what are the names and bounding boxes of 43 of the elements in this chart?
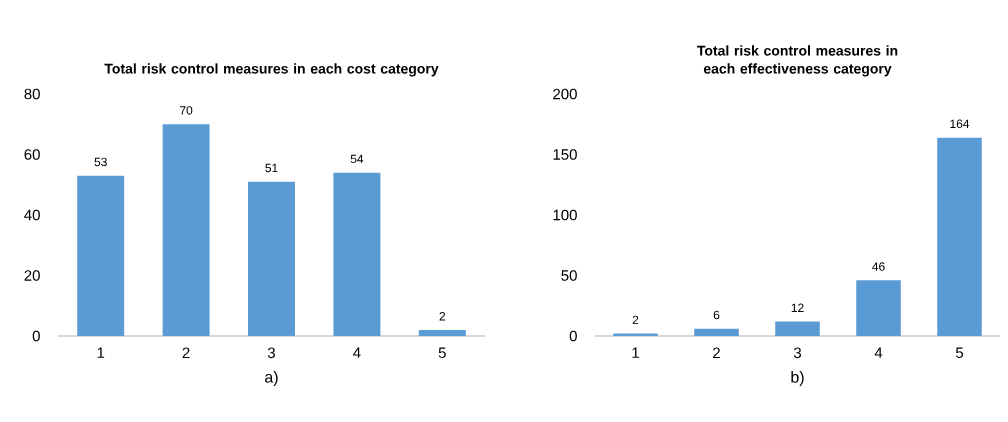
- bar: [694, 328, 739, 336]
- x-tick-label: 4: [874, 347, 883, 358]
- x-tick-label: 2: [713, 347, 720, 358]
- x-tick-label: 3: [793, 347, 802, 359]
- x-tick-label: 5: [438, 347, 446, 358]
- y-tick-label: 40: [24, 209, 40, 221]
- chart-title: Total risk control measures in each cost category: [104, 63, 439, 77]
- x-tick-label: 5: [955, 347, 964, 358]
- data-label: 70: [180, 106, 193, 115]
- x-tick-label: 1: [632, 347, 639, 358]
- data-label: 53: [94, 157, 107, 167]
- y-tick-label: 0: [569, 330, 577, 342]
- data-label: 51: [265, 163, 278, 173]
- y-tick-label: 150: [553, 149, 577, 160]
- data-label: 12: [791, 303, 804, 312]
- x-tick-label: 2: [182, 347, 190, 358]
- x-tick-label: 3: [267, 347, 276, 359]
- x-tick-label: 1: [97, 347, 105, 358]
- data-label: 54: [350, 154, 364, 164]
- data-label: 2: [439, 312, 446, 321]
- y-tick-label: 100: [553, 209, 577, 221]
- bar: [248, 181, 295, 336]
- y-tick-label: 80: [24, 88, 40, 100]
- bar: [856, 280, 901, 336]
- x-axis-title: b): [791, 371, 804, 386]
- bar: [937, 137, 982, 336]
- bar: [775, 321, 820, 336]
- y-tick-label: 60: [24, 149, 40, 160]
- y-tick-label: 50: [561, 270, 577, 281]
- y-tick-label: 0: [32, 330, 40, 342]
- data-label: 164: [950, 119, 970, 129]
- data-label: 46: [872, 262, 885, 271]
- bar: [333, 172, 381, 336]
- data-label: 2: [632, 315, 639, 325]
- x-axis-title: a): [265, 371, 278, 386]
- data-label: 6: [713, 310, 720, 320]
- y-tick-label: 20: [24, 270, 40, 281]
- bar: [77, 175, 125, 336]
- bar: [418, 329, 466, 336]
- bar: [162, 124, 210, 336]
- y-tick-label: 200: [553, 88, 577, 100]
- chart-title: Total risk control measures in each effectiveness category: [697, 45, 898, 77]
- x-tick-label: 4: [353, 347, 361, 358]
